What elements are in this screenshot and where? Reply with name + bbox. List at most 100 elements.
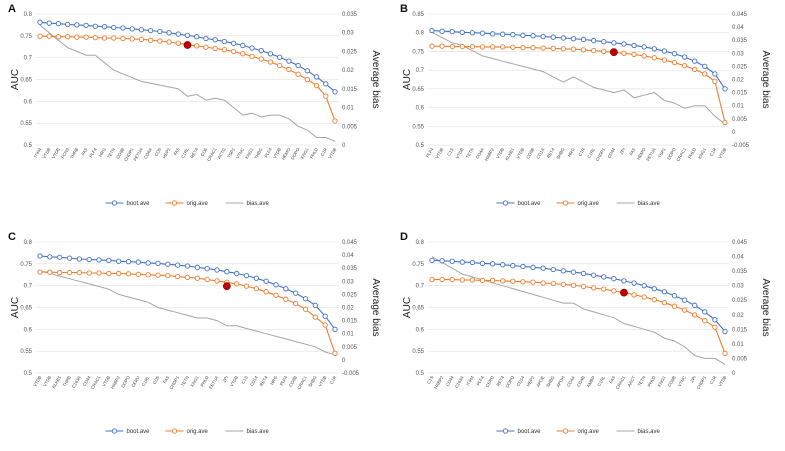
y2-tick-label: 0.025 (342, 292, 358, 298)
series-line-bias-ave (431, 31, 726, 125)
data-point-boot-ave (651, 46, 657, 52)
data-point-orig-ave (479, 277, 486, 284)
data-point-boot-ave (312, 302, 318, 308)
y2-tick-label: 0.005 (342, 345, 358, 351)
data-point-orig-ave (550, 280, 556, 287)
data-point-boot-ave (66, 255, 73, 261)
x-tick-label: CO8B (115, 147, 125, 160)
data-point-boot-ave (273, 282, 279, 288)
legend-label: orig.ave (187, 201, 209, 207)
data-point-boot-ave (692, 58, 698, 64)
y2-tick-label: 0.03 (342, 31, 354, 37)
data-point-boot-ave (560, 35, 566, 41)
series-line-orig-ave (432, 279, 726, 354)
series-line-boot-ave (431, 29, 726, 90)
data-point-orig-ave (166, 39, 172, 45)
data-point-boot-ave (681, 54, 688, 60)
x-tick-label: PLF4 (279, 374, 289, 386)
data-point-orig-ave (258, 56, 264, 62)
x-tick-label: DOPO (290, 146, 301, 160)
legend-label: bias.ave (638, 429, 661, 435)
data-point-boot-ave (116, 258, 122, 264)
x-tick-label: C163A (71, 375, 82, 389)
series-line-orig-ave (40, 35, 336, 122)
x-tick-label: VTDB (42, 147, 52, 160)
data-point-orig-ave (712, 324, 718, 330)
x-tick-label: KNG1 (657, 374, 667, 387)
highlight-point (222, 282, 231, 291)
legend-swatch-marker (562, 428, 569, 434)
y2-tick-label: 0.01 (732, 342, 744, 348)
x-tick-label: RET4 (546, 146, 556, 159)
data-point-orig-ave (302, 306, 309, 312)
y2-tick-label: 0.03 (732, 284, 744, 290)
data-point-boot-ave (106, 257, 112, 263)
x-tick-label: HEMO (280, 146, 291, 160)
data-point-orig-ave (313, 82, 320, 89)
data-point-orig-ave (37, 33, 43, 39)
series-line-orig-ave (40, 271, 336, 354)
x-tick-label: CD44 (606, 146, 616, 159)
y2-tick-label: 0.015 (342, 87, 358, 93)
data-point-boot-ave (510, 31, 516, 38)
x-tick-label: C1RL (596, 374, 606, 387)
data-point-boot-ave (681, 297, 688, 303)
x-tick-label: RET4 (259, 374, 269, 387)
y-tick-label: 0.7 (416, 68, 425, 74)
y2-tick-label: 0.02 (342, 306, 354, 312)
data-point-boot-ave (332, 89, 338, 95)
y-tick-label: 0.7 (24, 56, 33, 62)
x-tick-label: KNG1 (300, 146, 310, 159)
data-point-boot-ave (74, 22, 80, 28)
data-point-boot-ave (224, 269, 230, 275)
x-tick-label: THBG (253, 146, 264, 159)
data-point-boot-ave (125, 259, 132, 265)
data-point-orig-ave (520, 279, 526, 285)
data-point-boot-ave (469, 259, 476, 266)
data-point-orig-ave (712, 78, 718, 85)
data-point-boot-ave (601, 39, 607, 45)
y-tick-label: 0.6 (24, 99, 33, 105)
data-point-orig-ave (560, 46, 566, 52)
data-point-orig-ave (591, 48, 597, 54)
data-point-orig-ave (510, 44, 516, 50)
y2-tick-label: -0.005 (732, 143, 750, 149)
legend-swatch-marker (171, 200, 178, 206)
x-tick-label: VTDB (717, 375, 727, 388)
x-tick-label: VTDB (317, 375, 327, 388)
data-point-boot-ave (332, 326, 338, 332)
y-axis-title: AUC (402, 297, 413, 318)
x-tick-label: VTDB (327, 147, 337, 160)
data-point-orig-ave (194, 43, 200, 49)
data-point-boot-ave (641, 44, 647, 50)
x-tick-label: C1R (709, 147, 718, 157)
data-point-orig-ave (147, 37, 154, 43)
legend-item: orig.ave (165, 428, 209, 435)
x-tick-label: VTDB (101, 375, 111, 388)
x-tick-label: PHLD (687, 147, 697, 159)
data-point-boot-ave (702, 309, 708, 315)
x-tick-label: VTDB (455, 147, 465, 160)
y-axis-title: AUC (10, 297, 21, 318)
legend-item: boot.ave (105, 200, 150, 207)
data-point-orig-ave (449, 43, 455, 50)
legend-label: boot.ave (518, 201, 542, 207)
x-tick-label: APOH (555, 375, 565, 388)
data-point-orig-ave (155, 272, 161, 278)
x-tick-label: CD14 (249, 374, 259, 387)
x-tick-label: DOPO (505, 374, 516, 388)
y-tick-label: 0.8 (416, 240, 425, 246)
data-point-orig-ave (111, 35, 117, 41)
y2-tick-label: 0.005 (732, 117, 748, 123)
data-point-orig-ave (510, 278, 516, 284)
y2-tick-label: -0.005 (342, 371, 360, 377)
data-point-orig-ave (439, 43, 445, 49)
x-tick-label: VTDB (495, 147, 505, 160)
data-point-boot-ave (37, 19, 43, 25)
y2-tick-label: 0.035 (342, 266, 358, 272)
x-tick-label: PHLD (309, 147, 319, 159)
y2-tick-label: 0.035 (732, 269, 748, 275)
data-point-orig-ave (312, 314, 318, 320)
data-point-boot-ave (500, 262, 506, 268)
data-point-boot-ave (57, 254, 63, 260)
